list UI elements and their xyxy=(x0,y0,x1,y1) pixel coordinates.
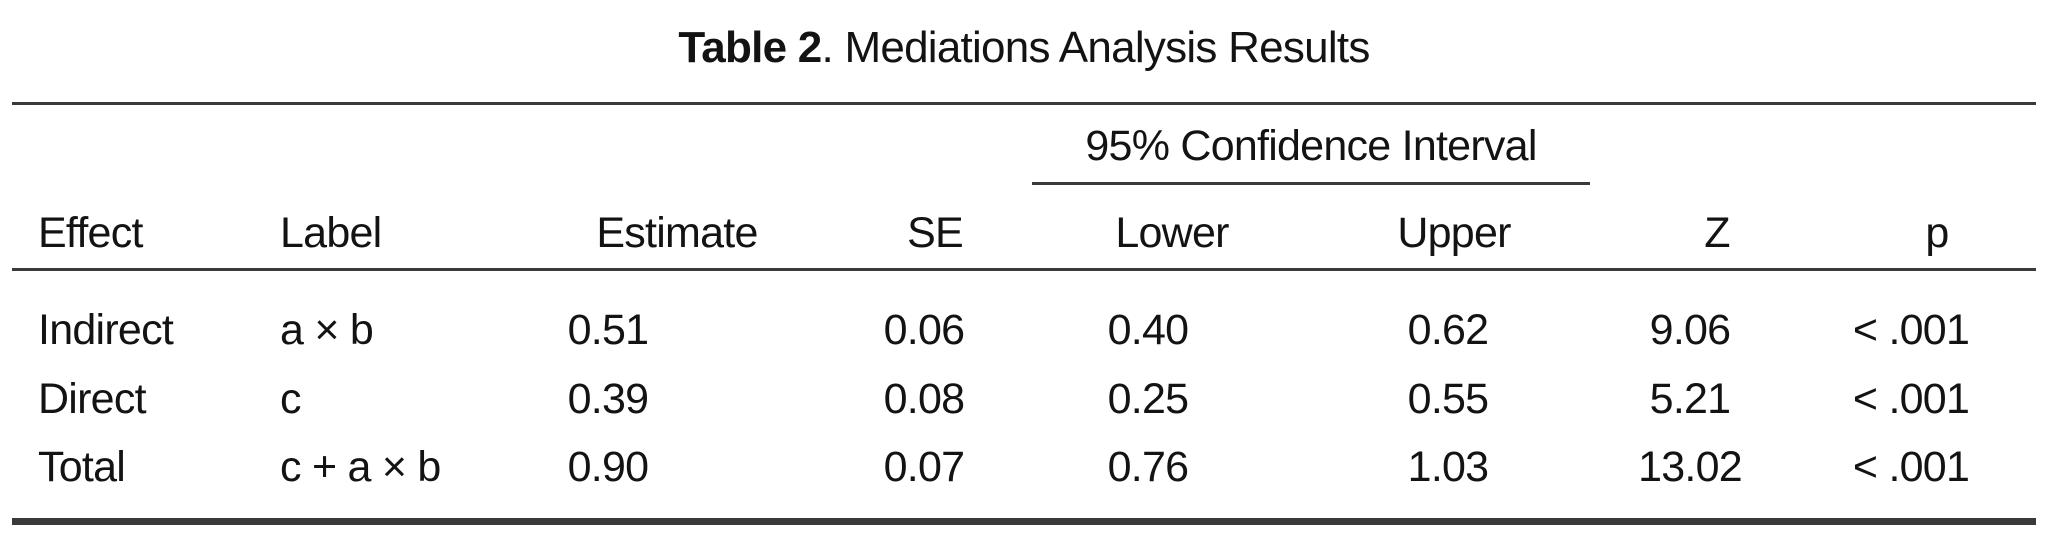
cell-upper: 1.03 xyxy=(1407,443,1489,492)
table-title: Table 2. Mediations Analysis Results xyxy=(0,20,2048,76)
column-header-effect: Effect xyxy=(12,184,266,271)
spanner-spacer xyxy=(1596,104,1838,185)
table-row-total: Total c + a × b 0.90 0.07 0.76 1.03 13.0… xyxy=(12,435,2036,522)
cell-estimate: 0.90 xyxy=(567,443,649,492)
table-row-indirect: Indirect a × b 0.51 0.06 0.40 0.62 9.06 … xyxy=(12,270,2036,365)
cell-label: c + a × b xyxy=(280,443,441,492)
cell-se: 0.06 xyxy=(883,305,965,354)
cell-estimate: 0.39 xyxy=(567,375,649,423)
mediation-results-table: 95% Confidence Interval Effect Label Est… xyxy=(12,102,2037,525)
column-header-z: Z xyxy=(1596,184,1839,271)
cell-effect: Direct xyxy=(38,375,147,423)
table-row-direct: Direct c 0.39 0.08 0.25 0.55 5.21 < .001 xyxy=(12,365,2036,435)
cell-upper: 0.55 xyxy=(1407,375,1489,423)
cell-z: 13.02 xyxy=(1638,443,1743,492)
cell-label: c xyxy=(280,375,302,423)
cell-lower: 0.40 xyxy=(1107,305,1189,354)
cell-z: 9.06 xyxy=(1649,305,1731,354)
cell-effect: Total xyxy=(38,443,126,492)
table-title-number: Table 2 xyxy=(678,23,822,72)
cell-estimate: 0.51 xyxy=(567,305,649,354)
cell-se: 0.08 xyxy=(883,375,965,423)
table-title-text: . Mediations Analysis Results xyxy=(821,23,1371,72)
spanner-row: 95% Confidence Interval xyxy=(12,104,2036,185)
cell-z: 5.21 xyxy=(1649,375,1731,423)
header-row: Effect Label Estimate SE Lower Upper Z p xyxy=(12,184,2037,271)
cell-lower: 0.76 xyxy=(1107,443,1189,492)
cell-se: 0.07 xyxy=(883,443,965,492)
spanner-spacer xyxy=(838,104,1032,185)
confidence-interval-label: 95% Confidence Interval xyxy=(1032,122,1591,185)
cell-p: < .001 xyxy=(1852,443,1970,492)
column-header-se: SE xyxy=(838,184,1032,271)
column-header-upper: Upper xyxy=(1312,184,1597,271)
confidence-interval-spanner: 95% Confidence Interval xyxy=(1032,104,1596,185)
column-header-estimate: Estimate xyxy=(516,184,838,271)
cell-effect: Indirect xyxy=(38,305,174,354)
column-header-p: p xyxy=(1838,184,2037,271)
cell-lower: 0.25 xyxy=(1107,375,1189,423)
column-header-label: Label xyxy=(266,184,516,271)
spanner-spacer xyxy=(12,104,266,185)
column-header-lower: Lower xyxy=(1032,184,1312,271)
spanner-spacer xyxy=(516,104,838,185)
cell-p: < .001 xyxy=(1852,375,1970,423)
spanner-spacer xyxy=(1838,104,2036,185)
spanner-spacer xyxy=(266,104,516,185)
cell-p: < .001 xyxy=(1852,305,1970,354)
cell-label: a × b xyxy=(280,305,374,354)
cell-upper: 0.62 xyxy=(1407,305,1489,354)
